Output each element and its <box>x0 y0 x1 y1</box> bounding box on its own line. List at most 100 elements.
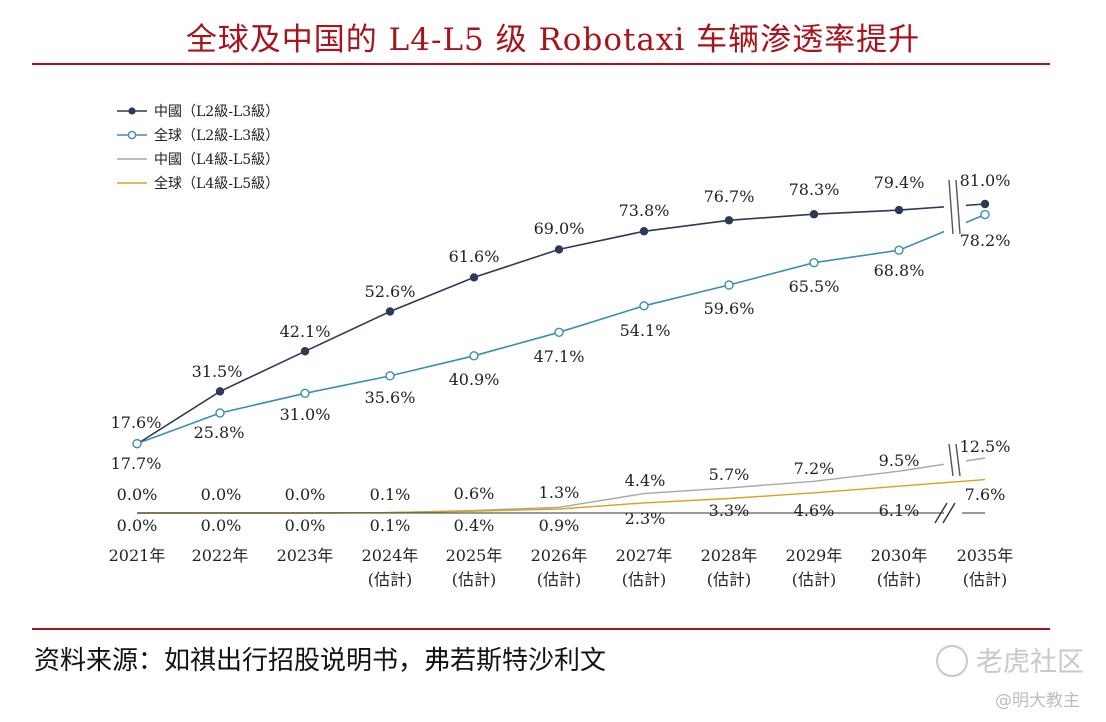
line-chart: 中國（L2級-L3級） 全球（L2級-L3級） 中國（L4級-L5級） 全球（L4級-… <box>109 104 1014 589</box>
x-tick-label-0: 2021年 <box>109 546 166 565</box>
marker-china-l2l3-1 <box>215 387 225 396</box>
data-label-global-l2l3-3: 35.6% <box>365 388 416 407</box>
data-label-global-l4l5-10: 7.6% <box>965 485 1006 504</box>
marker-china-l2l3-3 <box>385 307 395 316</box>
marker-global-l2l3-8 <box>809 257 819 268</box>
series-line-0 <box>136 203 986 445</box>
data-label-china-l2l3-5: 69.0% <box>534 219 585 238</box>
data-label-china-l4l5-1: 0.0% <box>201 485 242 504</box>
x-tick-note-4: (估計) <box>452 570 497 589</box>
x-tick-label-5: 2026年 <box>531 546 588 565</box>
watermark: 老虎社区 <box>936 640 1084 680</box>
marker-china-l2l3-9 <box>894 205 904 215</box>
data-label-china-l2l3-8: 78.3% <box>789 180 840 199</box>
baseline-break-b <box>942 502 956 524</box>
data-label-china-l4l5-6: 4.4% <box>625 471 666 490</box>
data-label-global-l4l5-3: 0.1% <box>370 516 411 535</box>
marker-global-l2l3-1 <box>215 408 225 418</box>
data-label-global-l4l5-7: 3.3% <box>709 501 750 520</box>
x-tick-label-6: 2027年 <box>616 546 673 565</box>
data-label-global-l2l3-8: 65.5% <box>789 277 840 296</box>
x-tick-note-9: (估計) <box>877 570 922 589</box>
legend-label-1: 全球（L2級-L3級） <box>154 127 279 144</box>
marker-global-l2l3-9 <box>894 245 904 255</box>
data-label-global-l2l3-5: 47.1% <box>534 347 585 366</box>
data-label-china-l4l5-5: 1.3% <box>539 483 580 502</box>
data-labels: 17.6% 31.5% 42.1% 52.6% 61.6% 69.0% 73.8% 76.7%… <box>111 171 1011 535</box>
data-label-china-l2l3-4: 61.6% <box>449 247 500 266</box>
axis-break-slash-1b <box>955 443 961 477</box>
x-tick-note-8: (估計) <box>792 570 837 589</box>
marker-china-l2l3-10 <box>980 199 990 209</box>
data-label-china-l4l5-10: 12.5% <box>960 437 1011 456</box>
data-label-global-l4l5-1: 0.0% <box>201 516 242 535</box>
data-label-global-l4l5-6: 2.3% <box>625 509 666 528</box>
marker-china-l2l3-5 <box>554 245 564 254</box>
x-tick-note-6: (估計) <box>622 570 667 589</box>
watermark-text: 老虎社区 <box>976 647 1084 678</box>
data-label-global-l2l3-2: 31.0% <box>280 405 331 424</box>
data-label-china-l2l3-2: 42.1% <box>280 322 331 341</box>
marker-global-l2l3-3 <box>385 371 395 381</box>
marker-china-l2l3-7 <box>724 216 734 225</box>
marker-global-l2l3-0 <box>132 438 142 449</box>
data-label-global-l4l5-0: 0.0% <box>117 516 158 535</box>
data-label-china-l4l5-0: 0.0% <box>117 485 158 504</box>
legend-label-2: 中國（L4級-L5級） <box>154 152 279 168</box>
top-divider <box>32 63 1050 65</box>
legend-marker-1 <box>127 130 137 140</box>
marker-global-l2l3-4 <box>469 351 479 361</box>
x-tick-note-10: (估計) <box>963 570 1008 589</box>
marker-global-l2l3-2 <box>300 388 310 398</box>
x-tick-label-9: 2030年 <box>871 546 928 565</box>
x-tick-label-7: 2028年 <box>701 546 758 565</box>
x-tick-note-3: (估計) <box>368 570 413 589</box>
data-label-china-l4l5-8: 7.2% <box>794 459 835 478</box>
legend-marker-0 <box>128 107 136 115</box>
x-tick-note-5: (估計) <box>537 570 582 589</box>
data-label-global-l4l5-4: 0.4% <box>454 516 495 535</box>
data-label-china-l4l5-7: 5.7% <box>709 465 750 484</box>
data-label-global-l2l3-1: 25.8% <box>194 423 245 442</box>
data-label-global-l2l3-0: 17.7% <box>111 454 162 473</box>
data-label-china-l2l3-9: 79.4% <box>874 173 925 192</box>
data-label-china-l4l5-4: 0.6% <box>454 484 495 503</box>
baseline-break-a <box>934 502 948 524</box>
axis-break-slash-0a <box>948 179 954 235</box>
legend-label-3: 全球（L4級-L5級） <box>154 175 279 192</box>
data-label-china-l4l5-3: 0.1% <box>370 485 411 504</box>
axis-break <box>137 179 985 524</box>
data-label-china-l2l3-3: 52.6% <box>365 282 416 301</box>
data-label-global-l4l5-2: 0.0% <box>285 516 326 535</box>
bottom-divider <box>32 628 1050 630</box>
x-tick-label-1: 2022年 <box>192 546 249 565</box>
data-label-global-l2l3-7: 59.6% <box>704 299 755 318</box>
data-label-china-l2l3-1: 31.5% <box>192 362 243 381</box>
marker-china-l2l3-4 <box>469 273 479 282</box>
x-tick-label-2: 2023年 <box>277 546 334 565</box>
data-label-global-l4l5-8: 4.6% <box>794 501 835 520</box>
watermark-logo-icon <box>936 644 968 677</box>
x-tick-label-3: 2024年 <box>362 546 419 565</box>
marker-global-l2l3-10 <box>980 209 990 220</box>
marker-global-l2l3-6 <box>639 301 649 311</box>
marker-china-l2l3-8 <box>809 210 819 219</box>
author-handle: @明大教主 <box>995 691 1080 711</box>
data-label-china-l2l3-0: 17.6% <box>111 413 162 432</box>
marker-global-l2l3-5 <box>554 327 564 338</box>
marker-global-l2l3-7 <box>724 280 734 290</box>
x-tick-label-10: 2035年 <box>957 546 1014 565</box>
data-label-china-l4l5-9: 9.5% <box>879 451 920 470</box>
x-tick-note-7: (估計) <box>707 570 752 589</box>
axis-break-slash-0b <box>955 179 961 235</box>
x-tick-label-4: 2025年 <box>446 546 503 565</box>
x-tick-label-8: 2029年 <box>786 546 843 565</box>
data-label-global-l4l5-9: 6.1% <box>879 501 920 520</box>
legend-label-0: 中國（L2級-L3級） <box>154 104 279 120</box>
x-axis-labels: 2021年 2022年 2023年 2024年 (估計) 2025年 (估計) 2026年 (估… <box>109 546 1014 589</box>
data-label-global-l2l3-10: 78.2% <box>960 231 1011 250</box>
data-label-china-l2l3-10: 81.0% <box>960 171 1011 190</box>
data-label-china-l4l5-2: 0.0% <box>285 485 326 504</box>
marker-china-l2l3-6 <box>639 227 649 236</box>
l2-l3-series-lines <box>136 203 986 445</box>
